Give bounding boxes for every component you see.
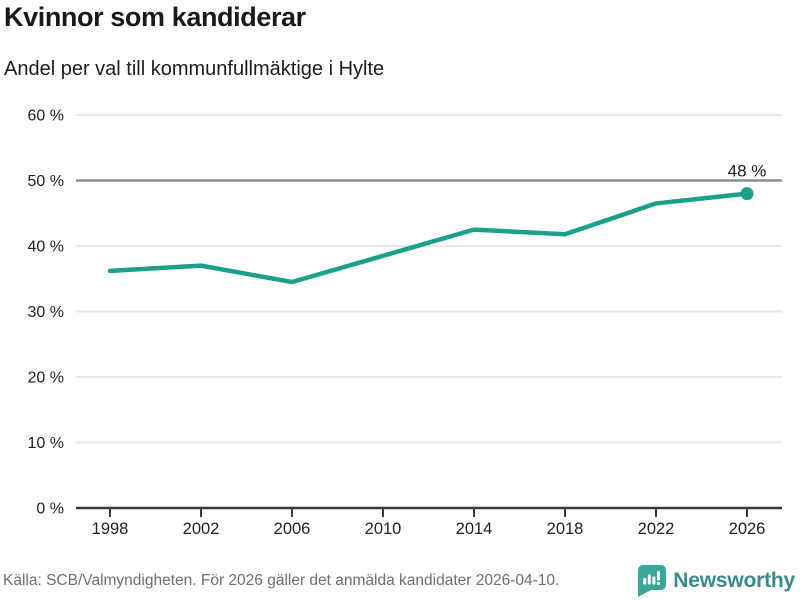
x-tick-label: 2006	[274, 520, 311, 538]
y-tick-label: 30 %	[28, 304, 64, 321]
chart-subtitle: Andel per val till kommunfullmäktige i H…	[4, 58, 385, 80]
x-tick-label: 2026	[729, 520, 766, 538]
y-tick-label: 50 %	[28, 173, 64, 190]
x-tick-label: 1998	[92, 520, 129, 538]
source-note: Källa: SCB/Valmyndigheten. För 2026 gäll…	[3, 572, 560, 589]
y-tick-label: 0 %	[36, 501, 64, 518]
x-tick-label: 2022	[638, 520, 675, 538]
end-value-label: 48 %	[728, 162, 767, 181]
newsworthy-logo[interactable]: Newsworthy	[638, 564, 795, 598]
x-tick-label: 2002	[183, 520, 220, 538]
footer: Källa: SCB/Valmyndigheten. För 2026 gäll…	[0, 564, 800, 598]
y-tick-label: 20 %	[28, 370, 64, 387]
end-point-marker	[740, 187, 754, 201]
line-chart: 0 % 10 % 20 % 30 % 40 % 50 % 60 % 1998 2002 2006 2…	[28, 108, 782, 538]
x-tick-label: 2018	[547, 520, 584, 538]
chart-title: Kvinnor som kandiderar	[4, 2, 306, 32]
newsworthy-wordmark: Newsworthy	[673, 569, 795, 592]
x-tick-label: 2010	[365, 520, 402, 538]
trend-line	[107, 191, 750, 285]
x-tick-label: 2014	[456, 520, 493, 538]
y-tick-label: 10 %	[28, 435, 64, 452]
y-tick-label: 60 %	[28, 108, 64, 125]
newsworthy-logo-icon	[638, 564, 667, 597]
y-tick-label: 40 %	[28, 239, 64, 256]
